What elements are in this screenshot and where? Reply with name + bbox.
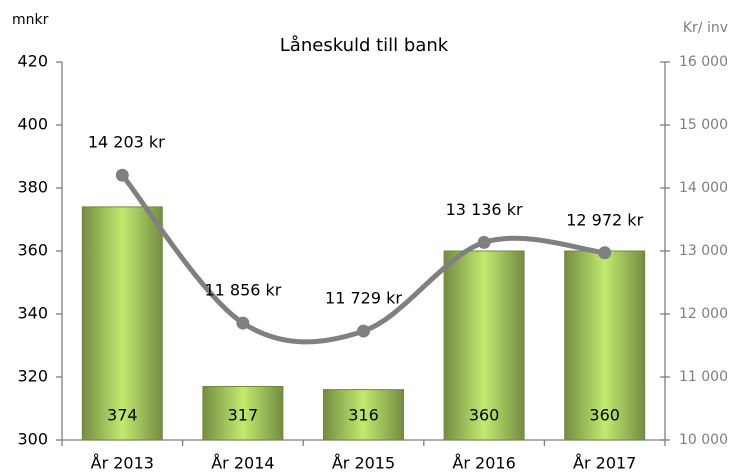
bar-value-label: 360	[469, 406, 500, 425]
bar	[202, 385, 284, 441]
bar-value-label: 316	[348, 406, 379, 425]
y-axis-title: mnkr	[12, 12, 49, 28]
y-tick-label: 420	[17, 52, 48, 71]
y2-tick-label: 10 000	[679, 432, 728, 448]
line-marker	[236, 316, 250, 330]
bar	[323, 389, 404, 441]
line-marker	[598, 246, 612, 260]
chart-title: Låneskuld till bank	[280, 35, 449, 56]
line-marker	[477, 235, 491, 249]
y2-tick-label: 15 000	[679, 117, 728, 133]
x-tick-label: År 2013	[91, 454, 154, 473]
x-tick-label: År 2016	[452, 454, 515, 473]
line-value-label: 14 203 kr	[88, 133, 165, 152]
x-tick-label: År 2015	[332, 454, 395, 473]
y-tick-label: 360	[17, 241, 48, 260]
y2-tick-label: 13 000	[679, 243, 728, 259]
bar	[81, 206, 163, 441]
y2-tick-label: 14 000	[679, 180, 728, 196]
y2-tick-label: 16 000	[679, 54, 728, 70]
line	[120, 173, 605, 345]
y2-tick-label: 11 000	[679, 369, 728, 385]
line-value-label: 11 856 kr	[204, 281, 281, 300]
line-value-label: 12 972 kr	[566, 210, 643, 229]
y-tick-label: 380	[17, 178, 48, 197]
x-tick-label: År 2017	[573, 454, 636, 473]
y-tick-label: 320	[17, 367, 48, 386]
x-tick-label: År 2014	[211, 454, 274, 473]
y2-axis-title: Kr/ inv	[683, 20, 728, 36]
bar-value-label: 374	[107, 406, 138, 425]
bar-value-label: 360	[589, 406, 620, 425]
bar-value-label: 317	[228, 406, 259, 425]
y-tick-label: 400	[17, 115, 48, 134]
y-tick-label: 300	[17, 430, 48, 449]
y2-tick-label: 12 000	[679, 306, 728, 322]
line-value-label: 11 729 kr	[325, 289, 402, 308]
bar	[443, 250, 525, 441]
line-marker	[357, 324, 370, 338]
line-value-label: 13 136 kr	[446, 200, 523, 219]
bar	[564, 250, 646, 441]
line-marker	[115, 168, 129, 182]
y-tick-label: 340	[17, 304, 48, 323]
